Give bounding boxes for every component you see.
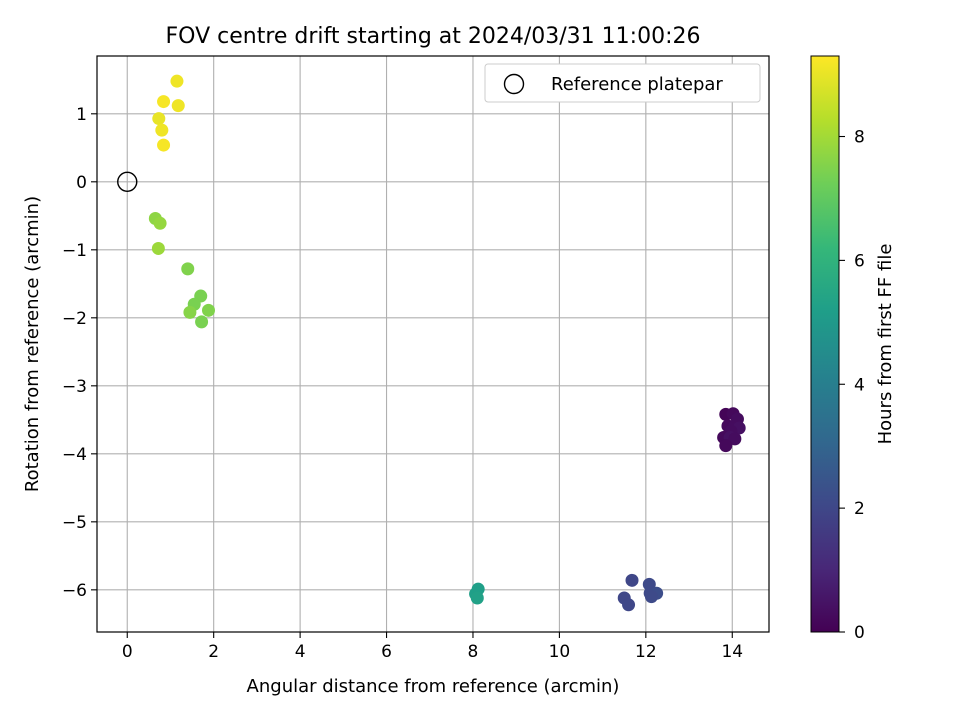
reference-platepar-marker bbox=[117, 171, 138, 193]
data-point bbox=[153, 216, 167, 230]
x-tick-label: 14 bbox=[721, 642, 743, 662]
data-point bbox=[728, 432, 742, 446]
data-point bbox=[170, 74, 184, 88]
x-tick-label: 4 bbox=[295, 642, 306, 662]
colorbar-gradient bbox=[810, 55, 840, 633]
legend: Reference platepar bbox=[484, 63, 761, 103]
data-point bbox=[625, 573, 639, 587]
data-point bbox=[157, 138, 171, 152]
data-point bbox=[470, 591, 484, 605]
data-point bbox=[719, 439, 733, 453]
data-point bbox=[183, 305, 197, 319]
data-points bbox=[117, 74, 746, 612]
y-tick-label: 0 bbox=[76, 173, 87, 193]
x-tick-label: 8 bbox=[468, 642, 479, 662]
data-point bbox=[155, 123, 169, 137]
data-point bbox=[157, 95, 171, 109]
legend-marker-reference bbox=[503, 73, 525, 95]
colorbar-tick-label: 2 bbox=[854, 499, 865, 519]
data-point bbox=[152, 112, 166, 126]
data-point bbox=[181, 262, 195, 276]
y-tick-label: −1 bbox=[62, 241, 87, 261]
legend-box bbox=[484, 63, 761, 103]
chart-title: FOV centre drift starting at 2024/03/31 … bbox=[166, 24, 701, 49]
colorbar-tick-label: 6 bbox=[854, 251, 865, 271]
colorbar-tick-label: 0 bbox=[854, 623, 865, 643]
colorbar: 0 2 4 6 8 Hours from first FF file bbox=[810, 55, 896, 643]
x-tick-label: 10 bbox=[549, 642, 571, 662]
x-tick-label: 6 bbox=[381, 642, 392, 662]
y-tick-label: −3 bbox=[62, 377, 87, 397]
colorbar-label: Hours from first FF file bbox=[875, 244, 896, 445]
x-tick-label: 2 bbox=[208, 642, 219, 662]
y-tick-label: −2 bbox=[62, 309, 87, 329]
colorbar-ticks: 0 2 4 6 8 bbox=[839, 128, 865, 643]
x-tick-label: 12 bbox=[635, 642, 657, 662]
y-axis-label: Rotation from reference (arcmin) bbox=[22, 196, 43, 492]
colorbar-tick-label: 8 bbox=[854, 128, 865, 148]
data-point bbox=[171, 99, 185, 113]
x-tick-label: 0 bbox=[122, 642, 133, 662]
data-point bbox=[622, 598, 636, 612]
colorbar-tick-label: 4 bbox=[854, 375, 865, 395]
data-point bbox=[195, 315, 209, 329]
data-point bbox=[201, 303, 215, 317]
data-point bbox=[644, 590, 658, 604]
y-tick-label: −6 bbox=[62, 581, 87, 601]
legend-label-reference: Reference platepar bbox=[551, 74, 723, 95]
grid bbox=[97, 56, 769, 632]
y-tick-label: −4 bbox=[62, 445, 87, 465]
data-point bbox=[151, 241, 165, 255]
plot-frame bbox=[96, 55, 770, 633]
x-axis: 0 2 4 6 8 10 12 14 bbox=[122, 632, 743, 662]
y-tick-label: −5 bbox=[62, 513, 87, 533]
y-axis: 1 0 −1 −2 −3 −4 −5 −6 bbox=[62, 105, 97, 601]
y-tick-label: 1 bbox=[76, 105, 87, 125]
x-axis-label: Angular distance from reference (arcmin) bbox=[247, 676, 620, 697]
